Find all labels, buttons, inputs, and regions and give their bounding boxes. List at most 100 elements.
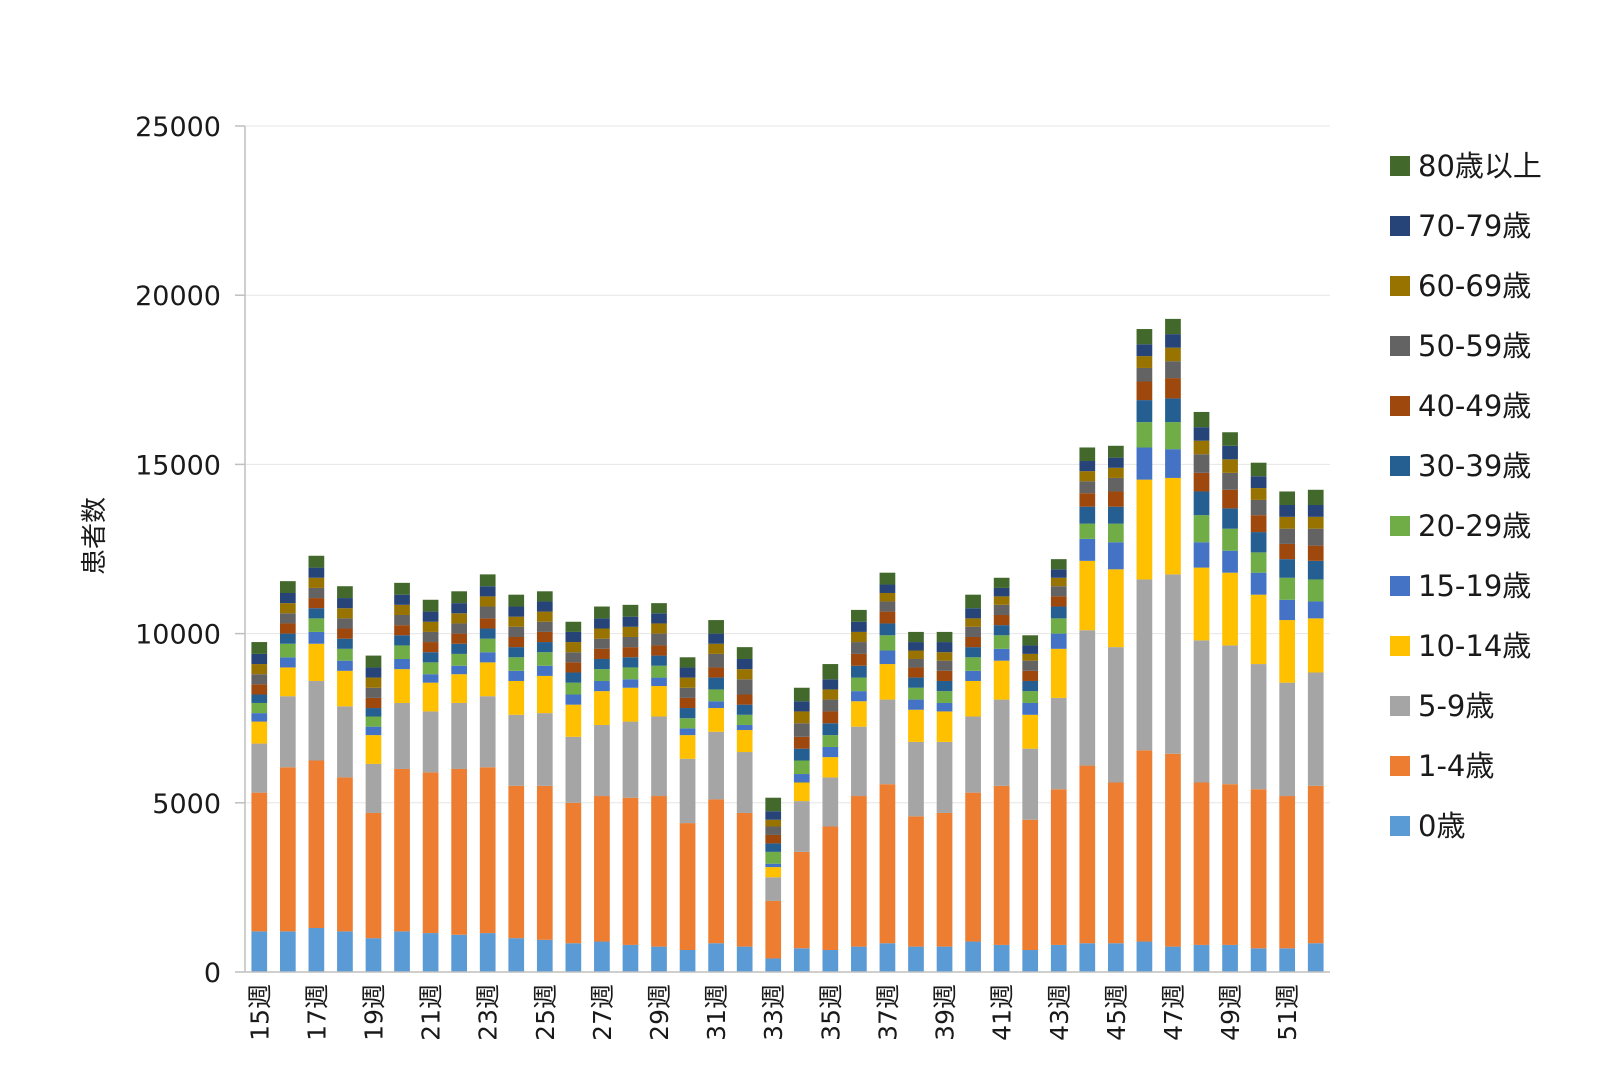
bar-segment-70-79歳: [622, 616, 639, 627]
bar-segment-1-4歳: [1050, 789, 1067, 945]
bar-segment-30-39歳: [1165, 398, 1181, 423]
bar-segment-80歳以上: [965, 594, 981, 609]
bar-segment-20-29歳: [679, 718, 696, 729]
bar-segment-15-19歳: [679, 728, 696, 736]
bar-segment-20-29歳: [337, 648, 353, 661]
bar-segment-60-69歳: [708, 643, 724, 654]
bar-segment-0歳: [1108, 943, 1124, 972]
bar-stack-28週: [622, 604, 639, 972]
bar-segment-5-9歳: [851, 726, 867, 797]
bar-segment-0歳: [1193, 944, 1210, 972]
bar-segment-80歳以上: [1050, 559, 1067, 570]
bar-segment-50-59歳: [993, 604, 1010, 615]
bar-segment-60-69歳: [1279, 516, 1296, 529]
bar-segment-70-79歳: [1193, 427, 1210, 441]
bar-segment-1-4歳: [879, 784, 896, 944]
bar-segment-0歳: [936, 946, 953, 972]
bar-segment-10-14歳: [1136, 479, 1153, 580]
bar-segment-1-4歳: [993, 785, 1010, 945]
bar-segment-50-59歳: [251, 674, 268, 685]
bar-segment-0歳: [422, 933, 439, 972]
legend-swatch: [1390, 636, 1410, 656]
bar-segment-80歳以上: [765, 797, 782, 812]
bar-segment-60-69歳: [1079, 471, 1096, 482]
bar-segment-80歳以上: [851, 609, 867, 622]
bar-segment-70-79歳: [1250, 476, 1267, 489]
x-tick-label: 35週: [816, 984, 845, 1041]
bar-stack-37週: [879, 572, 896, 972]
bar-segment-1-4歳: [1193, 782, 1210, 945]
bar-segment-70-79歳: [1136, 344, 1153, 357]
bar-segment-60-69歳: [793, 711, 810, 724]
bar-segment-20-29歳: [793, 760, 810, 775]
bar-segment-60-69歳: [936, 652, 953, 661]
bar-segment-30-39歳: [565, 672, 582, 683]
bar-segment-70-79歳: [1022, 645, 1039, 654]
bar-segment-80歳以上: [1079, 447, 1096, 462]
bar-segment-70-79歳: [594, 618, 610, 629]
bar-segment-30-39歳: [822, 723, 839, 736]
bar-segment-1-4歳: [279, 767, 296, 932]
bar-stack-32週: [736, 647, 753, 972]
bar-segment-30-39歳: [1050, 606, 1067, 619]
bar-segment-80歳以上: [1193, 411, 1210, 428]
bar-segment-1-4歳: [251, 792, 268, 932]
bar-segment-30-39歳: [793, 748, 810, 761]
bar-segment-70-79歳: [1279, 505, 1296, 517]
bar-segment-15-19歳: [908, 699, 924, 710]
bar-segment-60-69歳: [1250, 488, 1267, 500]
legend-label: 80歳以上: [1418, 149, 1542, 183]
bar-segment-80歳以上: [936, 631, 953, 643]
bar-segment-5-9歳: [365, 763, 382, 813]
bar-stack-34週: [793, 687, 810, 972]
bar-segment-80歳以上: [1165, 318, 1181, 335]
bar-segment-15-19歳: [279, 657, 296, 668]
bar-stack-51週: [1279, 491, 1296, 972]
bar-stack-15週: [251, 642, 268, 972]
bar-segment-40-49歳: [1307, 545, 1324, 561]
bar-segment-40-49歳: [422, 642, 439, 653]
bars: [251, 318, 1324, 972]
bar-segment-10-14歳: [365, 735, 382, 764]
bar-stack-17週: [308, 555, 325, 972]
bar-stack-39週: [936, 631, 953, 972]
bar-segment-50-59歳: [308, 587, 325, 599]
bar-segment-40-49歳: [822, 711, 839, 724]
bar-segment-20-29歳: [965, 657, 981, 671]
bar-stack-27週: [594, 606, 610, 972]
legend-item: 5-9歳: [1390, 689, 1494, 723]
bar-segment-40-49歳: [622, 647, 639, 658]
y-tick-label: 20000: [135, 281, 221, 312]
bar-segment-80歳以上: [879, 572, 896, 585]
bar-segment-80歳以上: [422, 599, 439, 612]
bar-segment-10-14歳: [422, 682, 439, 712]
legend-label: 60-69歳: [1418, 269, 1531, 303]
bar-segment-15-19歳: [1279, 599, 1296, 621]
bar-segment-70-79歳: [651, 613, 667, 624]
legend-label: 0歳: [1418, 809, 1465, 843]
bar-stack-22週: [451, 591, 467, 972]
bar-segment-1-4歳: [337, 777, 353, 932]
bar-segment-30-39歳: [1108, 506, 1124, 524]
bar-segment-15-19歳: [936, 702, 953, 712]
legend-item: 80歳以上: [1390, 149, 1542, 183]
bar-segment-50-59歳: [365, 687, 382, 698]
legend-item: 40-49歳: [1390, 389, 1531, 423]
bar-stack-19週: [365, 655, 382, 972]
bar-segment-50-59歳: [394, 614, 410, 626]
bar-segment-5-9歳: [765, 877, 782, 901]
bar-segment-5-9歳: [708, 731, 724, 800]
legend-item: 50-59歳: [1390, 329, 1531, 363]
bar-segment-10-14歳: [479, 662, 496, 697]
bar-segment-0歳: [337, 931, 353, 972]
bar-segment-70-79歳: [1222, 445, 1238, 460]
bar-segment-50-59歳: [708, 653, 724, 668]
bar-segment-10-14歳: [879, 664, 896, 700]
bar-segment-1-4歳: [394, 768, 410, 932]
bar-segment-15-19歳: [1136, 447, 1153, 480]
bar-segment-50-59歳: [536, 621, 553, 632]
bar-segment-20-29歳: [908, 687, 924, 700]
bar-segment-30-39歳: [879, 623, 896, 636]
bar-segment-50-59歳: [422, 631, 439, 643]
bar-segment-0歳: [679, 950, 696, 972]
